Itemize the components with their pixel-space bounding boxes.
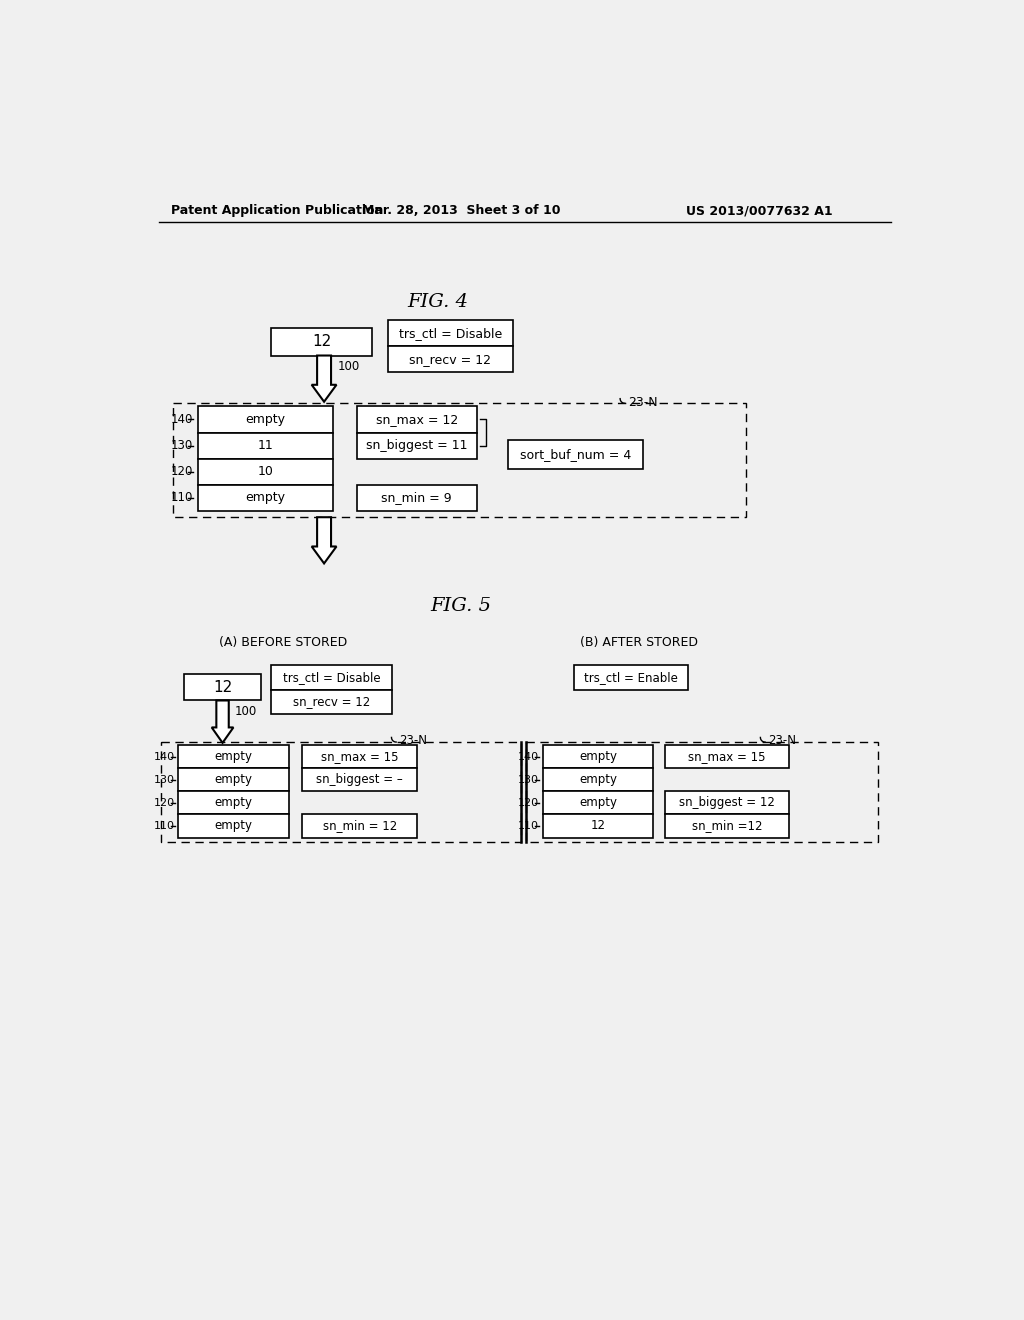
- Text: 12: 12: [312, 334, 332, 350]
- Bar: [178, 768, 289, 792]
- Bar: [183, 675, 261, 701]
- Text: 120: 120: [171, 465, 194, 478]
- Text: 120: 120: [154, 797, 174, 808]
- Bar: [543, 744, 653, 768]
- Polygon shape: [212, 701, 233, 743]
- Bar: [302, 768, 417, 792]
- Text: 130: 130: [154, 775, 174, 785]
- Text: 140: 140: [171, 413, 194, 426]
- Bar: [356, 484, 477, 511]
- Text: empty: empty: [579, 750, 617, 763]
- Bar: [356, 407, 477, 433]
- Text: 23-N: 23-N: [768, 734, 796, 747]
- Text: 110: 110: [518, 821, 539, 832]
- Text: 110: 110: [171, 491, 194, 504]
- Text: sn_recv = 12: sn_recv = 12: [293, 696, 370, 709]
- Bar: [356, 433, 477, 458]
- Text: sn_min = 12: sn_min = 12: [323, 820, 397, 833]
- Bar: [388, 346, 513, 372]
- Text: sn_max = 15: sn_max = 15: [688, 750, 766, 763]
- Text: 130: 130: [518, 775, 539, 785]
- Bar: [178, 814, 289, 838]
- Text: 23-N: 23-N: [628, 396, 657, 409]
- Bar: [508, 441, 643, 470]
- Polygon shape: [311, 517, 337, 564]
- Text: empty: empty: [215, 820, 253, 833]
- Text: empty: empty: [579, 796, 617, 809]
- Text: sn_biggest = 11: sn_biggest = 11: [366, 440, 467, 453]
- Text: FIG. 4: FIG. 4: [408, 293, 469, 312]
- Text: 110: 110: [154, 821, 174, 832]
- Text: 130: 130: [171, 440, 194, 453]
- Text: 100: 100: [234, 705, 256, 718]
- Text: empty: empty: [215, 796, 253, 809]
- Text: Patent Application Publication: Patent Application Publication: [171, 205, 383, 218]
- Text: sort_buf_num = 4: sort_buf_num = 4: [520, 449, 631, 462]
- Bar: [665, 744, 790, 768]
- Bar: [388, 321, 513, 346]
- Bar: [173, 404, 746, 517]
- Text: empty: empty: [215, 750, 253, 763]
- Bar: [271, 665, 391, 689]
- Text: 12: 12: [591, 820, 605, 833]
- Text: 120: 120: [517, 797, 539, 808]
- Bar: [543, 792, 653, 814]
- Text: sn_biggest = 12: sn_biggest = 12: [679, 796, 775, 809]
- Text: FIG. 5: FIG. 5: [431, 597, 492, 615]
- Text: empty: empty: [246, 491, 286, 504]
- Bar: [178, 792, 289, 814]
- Text: Mar. 28, 2013  Sheet 3 of 10: Mar. 28, 2013 Sheet 3 of 10: [362, 205, 560, 218]
- Text: US 2013/0077632 A1: US 2013/0077632 A1: [686, 205, 833, 218]
- Bar: [665, 792, 790, 814]
- Bar: [665, 814, 790, 838]
- Text: trs_ctl = Disable: trs_ctl = Disable: [283, 671, 380, 684]
- Text: (B) AFTER STORED: (B) AFTER STORED: [581, 636, 698, 649]
- Text: sn_min = 9: sn_min = 9: [381, 491, 452, 504]
- Text: sn_max = 12: sn_max = 12: [376, 413, 458, 426]
- Text: trs_ctl = Disable: trs_ctl = Disable: [398, 326, 502, 339]
- Bar: [198, 433, 334, 458]
- Text: 23-N: 23-N: [399, 734, 427, 747]
- Text: 140: 140: [517, 751, 539, 762]
- Bar: [198, 484, 334, 511]
- Bar: [543, 814, 653, 838]
- Bar: [573, 665, 688, 689]
- Bar: [525, 742, 879, 842]
- Text: 140: 140: [154, 751, 174, 762]
- Text: sn_recv = 12: sn_recv = 12: [410, 352, 492, 366]
- Bar: [543, 768, 653, 792]
- Bar: [302, 814, 417, 838]
- Text: 12: 12: [213, 680, 232, 694]
- Text: empty: empty: [215, 774, 253, 787]
- Text: sn_max = 15: sn_max = 15: [321, 750, 398, 763]
- Text: 10: 10: [258, 465, 273, 478]
- Text: empty: empty: [579, 774, 617, 787]
- Bar: [302, 744, 417, 768]
- Bar: [198, 407, 334, 433]
- Polygon shape: [311, 355, 337, 401]
- Text: sn_min =12: sn_min =12: [692, 820, 762, 833]
- Bar: [271, 689, 391, 714]
- Bar: [178, 744, 289, 768]
- Bar: [271, 327, 372, 355]
- Text: 11: 11: [258, 440, 273, 453]
- Text: sn_biggest = –: sn_biggest = –: [316, 774, 403, 787]
- Bar: [161, 742, 521, 842]
- Text: trs_ctl = Enable: trs_ctl = Enable: [584, 671, 678, 684]
- Text: 100: 100: [338, 360, 360, 372]
- Text: (A) BEFORE STORED: (A) BEFORE STORED: [219, 636, 347, 649]
- Bar: [198, 459, 334, 484]
- Text: empty: empty: [246, 413, 286, 426]
